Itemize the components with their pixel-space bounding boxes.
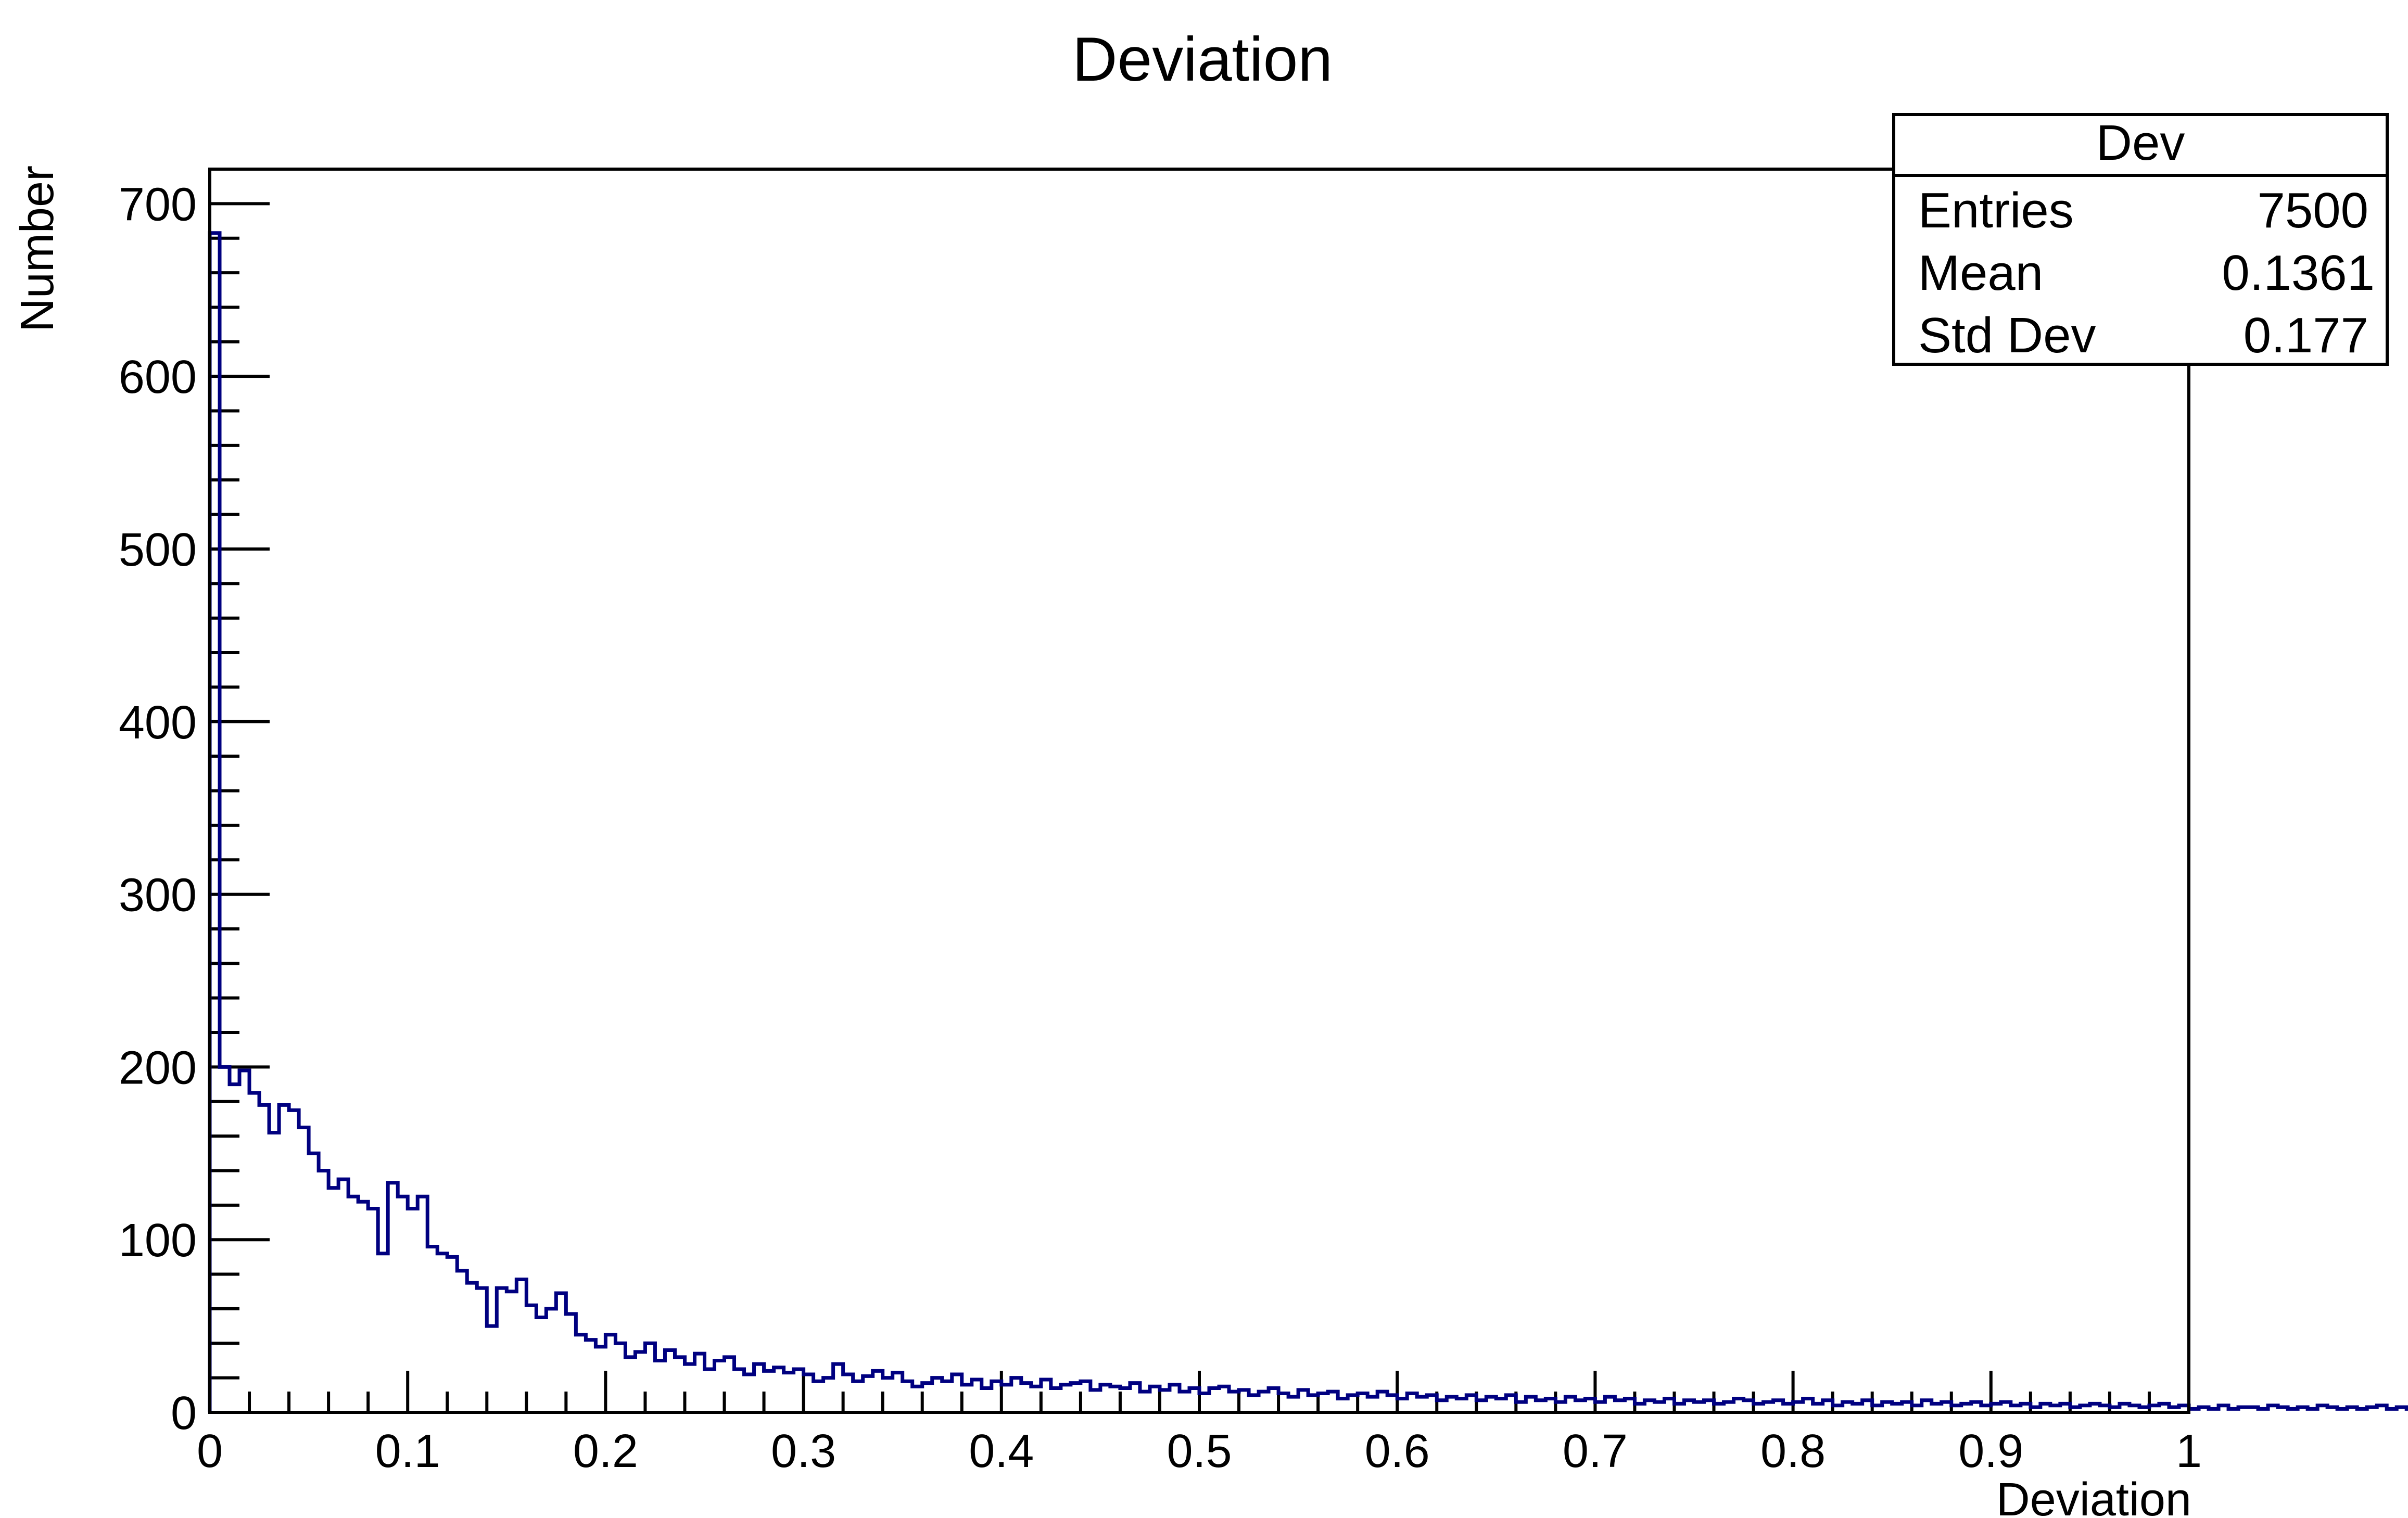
x-tick-label: 0.7 <box>1563 1425 1628 1477</box>
stats-entries-value: 7500 <box>2257 183 2368 238</box>
tick-labels: 0 0.1 0.2 0.3 0.4 0.5 0.6 0.7 0.8 0.9 1 0 100 200 300 4… <box>119 178 2202 1477</box>
y-tick-label: 100 <box>119 1215 197 1267</box>
x-tick-label: 0.1 <box>375 1425 440 1477</box>
x-tick-label: 0.3 <box>771 1425 836 1477</box>
chart-title: Deviation <box>1072 24 1333 94</box>
y-tick-label: 0 <box>171 1387 197 1439</box>
stats-entries-label: Entries <box>1918 183 2074 238</box>
stats-mean-label: Mean <box>1918 245 2043 301</box>
x-tick-label: 1 <box>2176 1425 2202 1477</box>
y-tick-label: 200 <box>119 1042 197 1094</box>
stats-box-frame <box>1892 113 2389 366</box>
y-tick-label: 500 <box>119 524 197 576</box>
x-tick-label: 0 <box>197 1425 223 1477</box>
x-axis-label: Deviation <box>1996 1474 2191 1518</box>
y-tick-label: 300 <box>119 870 197 922</box>
x-tick-label: 0.8 <box>1760 1425 1826 1477</box>
y-tick-label: 400 <box>119 697 197 749</box>
x-tick-label: 0.4 <box>969 1425 1034 1477</box>
x-tick-label: 0.6 <box>1365 1425 1430 1477</box>
stats-stddev-value: 0.177 <box>2244 308 2368 363</box>
stats-box: Dev Entries 7500 Mean 0.1361 Std Dev 0.1… <box>1892 113 2389 366</box>
stats-mean-value: 0.1361 <box>2222 245 2375 301</box>
axes-layer <box>208 168 2190 1414</box>
stats-box-title: Dev <box>2096 115 2185 171</box>
plot-frame <box>208 168 2190 1414</box>
x-tick-label: 0.2 <box>573 1425 638 1477</box>
y-tick-label: 600 <box>119 351 197 403</box>
y-axis-label: Number <box>11 165 64 332</box>
y-tick-label: 700 <box>119 178 197 231</box>
histogram-line <box>208 231 2408 1412</box>
stats-stddev-label: Std Dev <box>1918 308 2096 363</box>
x-tick-label: 0.9 <box>1958 1425 2023 1477</box>
x-tick-label: 0.5 <box>1167 1425 1232 1477</box>
